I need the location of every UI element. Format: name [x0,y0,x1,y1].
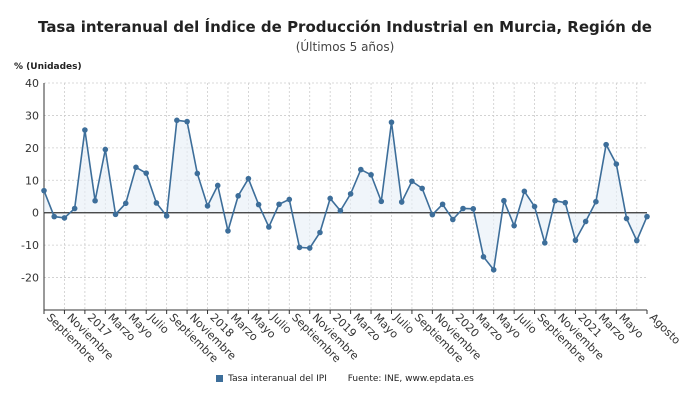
data-point [133,164,139,171]
data-point [347,191,354,197]
data-point [541,240,548,246]
legend: Tasa interanual del IPI Fuente: INE, www… [0,374,690,384]
data-point [582,218,589,225]
y-tick-label: 30 [25,109,39,122]
data-point [51,213,58,220]
series-area [44,120,647,270]
y-tick-label: 40 [25,77,39,90]
data-point [61,215,68,221]
y-axis-label: % (Unidades) [14,62,82,72]
data-point [122,200,129,207]
data-point [225,228,231,234]
y-tick-label: 20 [25,142,39,155]
data-point [378,198,385,205]
data-point [623,215,630,222]
data-point [143,170,150,176]
data-point [480,254,487,260]
data-point [644,213,650,220]
data-point [521,188,528,195]
data-point [398,199,405,205]
data-point [562,199,569,206]
data-point [112,211,119,218]
data-point [153,200,160,206]
data-point [450,216,456,223]
data-point [204,203,211,209]
data-point [235,193,241,199]
data-point [368,171,374,178]
data-point [470,206,477,212]
data-point [531,203,538,210]
data-point [429,211,436,218]
chart-title: Tasa interanual del Índice de Producción… [38,18,652,36]
data-point [174,117,180,124]
x-tick-label: Agosto [647,311,683,347]
data-point [572,237,579,244]
data-point [337,207,344,214]
data-point [184,118,190,125]
data-point [490,266,497,273]
data-point [82,127,88,133]
data-point [306,245,313,251]
y-tick-label: -10 [21,239,39,252]
data-point [501,197,507,204]
data-point [286,196,293,203]
source-label: Fuente: INE, www.epdata.es [347,374,474,384]
data-point [71,205,78,212]
data-point [388,119,395,126]
y-tick-label: 10 [25,174,39,187]
data-point [41,187,47,194]
data-point [419,185,425,192]
y-tick-label: -20 [21,272,39,285]
data-point [296,244,303,251]
legend-series-label: Tasa interanual del IPI [228,374,327,384]
data-point [163,213,170,219]
data-point [327,195,333,202]
data-point [245,175,252,182]
y-tick-label: 0 [32,207,39,220]
data-point [317,229,323,236]
data-point [194,170,201,177]
data-point [593,198,599,205]
data-point [409,178,415,185]
data-point [460,205,466,212]
data-point [102,146,109,153]
data-point [633,237,640,244]
data-point [276,201,282,208]
data-point [603,141,609,148]
data-point [266,224,272,230]
data-point [358,166,364,173]
data-point [214,182,221,189]
chart-subtitle: (Últimos 5 años) [295,40,395,54]
data-point [255,201,262,208]
data-point [92,197,98,204]
data-point [613,161,620,167]
data-point [511,222,517,229]
data-point [552,197,558,204]
legend-swatch [216,375,224,382]
data-point [439,201,446,208]
